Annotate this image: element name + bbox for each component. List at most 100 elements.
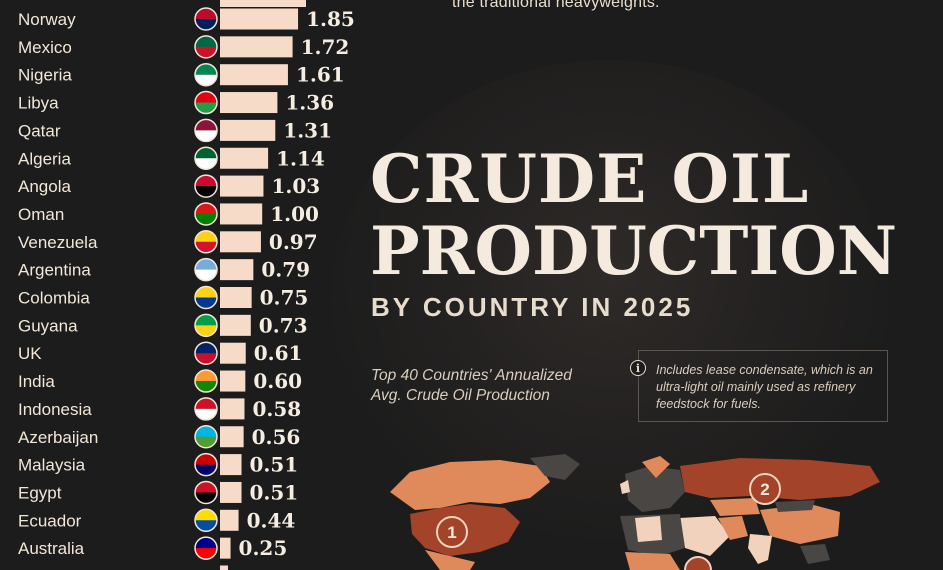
map-marker-1: 1 [447,523,456,542]
map-europe [625,466,685,512]
category-label: Argentina [18,261,91,280]
libya-flag-icon [194,90,218,115]
bar [220,8,299,30]
category-label: Angola [18,177,71,196]
egypt-flag-icon [194,480,218,505]
map-greenland [530,454,580,480]
bar [220,92,278,114]
category-label: Nigeria [18,66,72,85]
value-label: 0.79 [261,258,310,282]
argentina-flag-icon [194,257,218,282]
bar [220,231,261,253]
category-label: Colombia [18,289,90,308]
algeria-flag-icon [194,146,218,170]
description-line1: Top 40 Countries' Annualized [371,367,572,384]
value-label: 0.73 [259,313,308,337]
uk-flag-icon [194,341,218,365]
value-label: 1.85 [306,7,355,31]
category-label: UK [18,344,42,363]
map-kazakhstan [710,498,760,516]
category-label: Qatar [18,121,61,140]
map-marker-2-circle [749,473,781,505]
bar-partial-bottom [220,565,228,570]
map-marker-1-circle [436,516,468,548]
category-label: Azerbaijan [18,428,98,447]
indonesia-flag-icon [194,397,218,421]
map-marker-2: 2 [760,480,769,499]
value-label: 0.44 [247,508,296,532]
bar-chart: Norway 1.85 Mexico 1.72 Nigeria 1.61 Libya 1.36… [18,0,355,570]
ecuador-flag-icon [194,508,218,533]
value-label: 1.00 [270,202,319,226]
bar [220,119,276,141]
bar [220,537,231,559]
category-label: Mexico [18,38,72,57]
category-label: Indonesia [18,400,92,419]
malaysia-flag-icon [194,452,218,477]
map-marker-partial-circle [684,556,712,570]
map-norway [642,456,670,478]
map-uk [620,480,630,494]
world-map: 1 2 [390,454,880,570]
chart-description: Top 40 Countries' Annualized Avg. Crude … [371,366,621,406]
map-middle-east [680,516,730,556]
oman-flag-icon [194,202,218,226]
bar [220,481,242,503]
note-text: Includes lease condensate, which is an u… [656,363,873,411]
value-label: 0.58 [252,397,301,421]
value-label: 0.60 [253,369,302,393]
map-mexico [425,550,475,570]
azerbaijan-flag-icon [194,425,218,449]
value-label: 0.75 [260,286,309,310]
map-china [760,504,840,544]
value-label: 0.25 [239,536,288,560]
angola-flag-icon [194,174,218,198]
map-iran [718,516,748,540]
guyana-flag-icon [194,313,218,338]
category-label: Guyana [18,316,78,335]
bar [220,287,252,308]
bar [220,426,244,448]
india-flag-icon [194,369,218,393]
category-label: Algeria [18,149,71,168]
category-label: Ecuador [18,511,82,530]
category-label: India [18,372,55,391]
bar [220,370,246,392]
value-label: 1.61 [296,63,345,87]
value-label: 1.31 [283,118,332,142]
bar [220,314,251,336]
note-box [638,350,888,422]
value-label: 1.03 [271,174,320,198]
map-mongolia [775,500,815,512]
bar [220,342,246,364]
bar [220,509,239,531]
category-label: Oman [18,205,64,224]
bar [220,203,263,225]
page-title-line1: CRUDE OIL [370,140,810,218]
bar [220,175,264,197]
value-label: 0.97 [269,230,318,254]
category-label: Australia [18,539,85,558]
value-label: 0.51 [250,453,299,477]
bar [220,147,269,169]
bar [220,36,293,58]
map-india [748,534,772,564]
qatar-flag-icon [194,118,218,143]
venezuela-flag-icon [194,230,218,254]
value-label: 0.51 [250,480,299,504]
description-line2: Avg. Crude Oil Production [371,387,550,404]
map-southeast-asia [800,544,830,564]
bar [220,259,254,281]
colombia-flag-icon [194,285,218,310]
mexico-flag-icon [194,35,218,59]
australia-flag-icon [194,536,218,560]
value-label: 1.14 [276,146,325,170]
norway-flag-icon [194,7,218,31]
value-label: 1.36 [285,91,334,115]
bar [220,398,245,420]
page-title-line2: PRODUCTION [370,212,898,290]
map-russia [680,458,880,500]
category-label: Egypt [18,483,62,502]
category-label: Malaysia [18,456,86,475]
info-icon: i [630,360,646,376]
